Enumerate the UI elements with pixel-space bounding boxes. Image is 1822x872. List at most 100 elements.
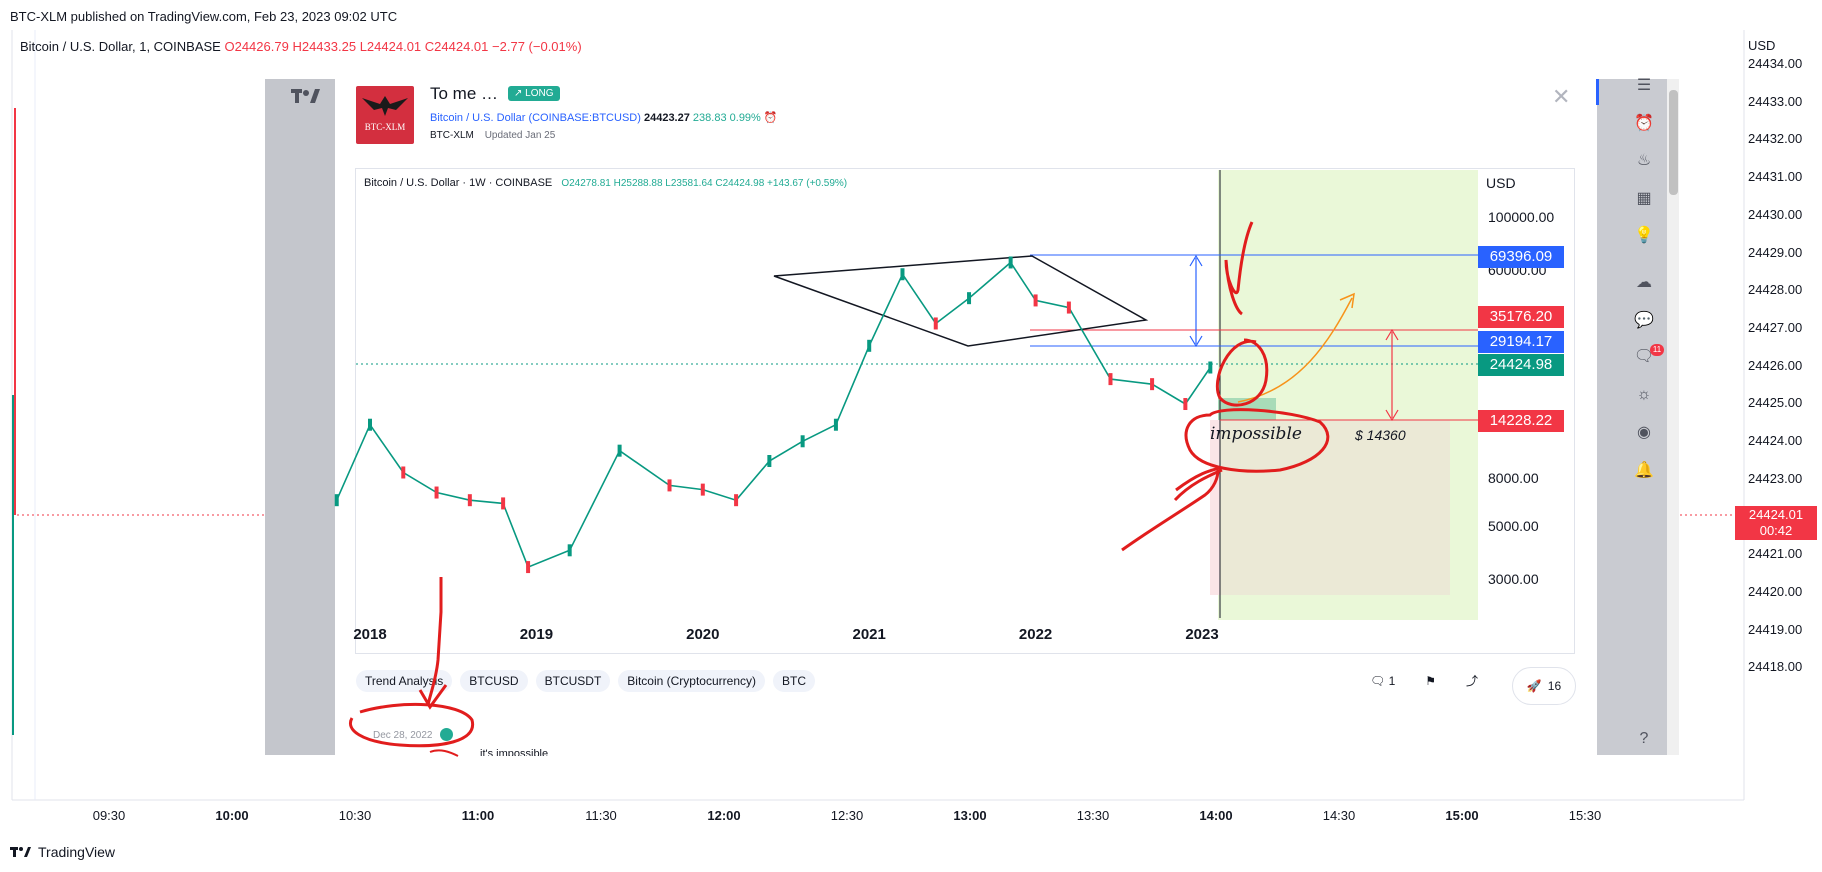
comment-icon: 🗨: [1370, 673, 1386, 688]
boost-button[interactable]: 🚀 16: [1512, 667, 1576, 705]
idea-tag[interactable]: BTCUSD: [460, 670, 528, 692]
outer-y-tick: 24424.00: [1748, 433, 1803, 448]
outer-y-tick: 24425.00: [1748, 395, 1803, 411]
outer-y-tick: 24423.00: [1748, 470, 1803, 486]
author-avatar[interactable]: BTC-XLM: [356, 86, 414, 144]
annotation-impossible: impossible: [1210, 424, 1302, 444]
scroll-thumb[interactable]: [1669, 90, 1678, 195]
notifications-icon[interactable]: 🗨: [1633, 348, 1655, 365]
price-candle: [1066, 301, 1071, 314]
share-icon[interactable]: ⤴: [1466, 674, 1479, 688]
notification-badge: 11: [1650, 344, 1664, 356]
idea-change: 238.83: [692, 112, 727, 124]
bell-icon[interactable]: 🔔: [1634, 462, 1654, 479]
help-icon[interactable]: ?: [1639, 730, 1649, 747]
idea-icon[interactable]: 💡: [1634, 227, 1654, 244]
comments-count: 1: [1388, 673, 1396, 688]
outer-x-tick: 14:30: [1322, 808, 1356, 823]
idea-title: To me …: [430, 84, 499, 103]
calendar-icon[interactable]: ▦: [1636, 190, 1652, 207]
scrollbar[interactable]: [1667, 79, 1679, 755]
alarm-clock-icon[interactable]: ⏰: [763, 112, 778, 124]
price-label: 14228.22: [1478, 410, 1564, 432]
legend-symbol[interactable]: Bitcoin / U.S. Dollar, 1, COINBASE: [20, 39, 221, 54]
inner-y-tick: 8000.00: [1488, 469, 1539, 486]
last-price-label: 24424.01 00:42: [1735, 506, 1817, 540]
cloud-icon[interactable]: ☁: [1636, 274, 1652, 291]
inner-y-tick: 3000.00: [1488, 571, 1539, 587]
idea-exchange[interactable]: (COINBASE:BTCUSD): [528, 112, 641, 124]
published-line: BTC-XLM published on TradingView.com, Fe…: [10, 9, 398, 24]
price-candle: [767, 455, 772, 468]
inner-y-tick: 5000.00: [1488, 518, 1539, 535]
outer-y-tick: 24420.00: [1748, 583, 1803, 599]
outer-x-tick: 10:30: [338, 808, 372, 823]
avatar-text: BTC-XLM: [364, 122, 406, 132]
price-label: 69396.09: [1478, 246, 1564, 268]
price-candle: [800, 435, 805, 448]
price-candle: [1150, 378, 1155, 391]
inner-x-tick: 2022: [1018, 626, 1053, 643]
right-toolbar: [1597, 79, 1677, 755]
price-candle: [526, 561, 531, 574]
price-candle: [1108, 373, 1113, 386]
outer-y-tick: 24426.00: [1748, 357, 1803, 373]
price-label: 24424.98: [1478, 354, 1564, 376]
idea-symbol[interactable]: Bitcoin / U.S. Dollar: [430, 112, 526, 124]
tradingview-footer[interactable]: TradingView: [10, 844, 115, 860]
stop-zone: [1210, 420, 1220, 595]
close-icon[interactable]: ✕: [1552, 84, 1571, 109]
inner-x-tick: 2019: [519, 626, 554, 643]
outer-x-tick: 11:00: [461, 808, 495, 823]
red-arrowheads: [1385, 328, 1399, 422]
alarm-icon[interactable]: ⏰: [1634, 115, 1654, 132]
price-series-line: [335, 261, 1211, 569]
tradingview-logo-icon[interactable]: [291, 87, 321, 105]
long-badge: ↗ LONG: [508, 86, 560, 101]
idea-tag[interactable]: BTCUSDT: [535, 670, 611, 692]
price-candle: [1208, 361, 1213, 374]
legend-change: −2.77 (−0.01%): [492, 39, 582, 54]
chat-icon[interactable]: 💬: [1634, 312, 1654, 329]
overlay-left-panel: [265, 79, 335, 755]
price-candle: [700, 483, 705, 496]
idea-tag[interactable]: Trend Analysis: [356, 670, 453, 692]
flag-icon[interactable]: ⚑: [1425, 673, 1437, 688]
legend-close: C24424.01: [424, 39, 489, 54]
idea-tags: Trend Analysis BTCUSD BTCUSDT Bitcoin (Cryp…: [356, 670, 815, 692]
idea-actions: 🗨 1 ⚑ ⤴: [1370, 672, 1478, 689]
price-candle: [434, 486, 439, 499]
outer-legend: Bitcoin / U.S. Dollar, 1, COINBASE O2442…: [20, 39, 582, 54]
comment-avatar[interactable]: [440, 728, 453, 741]
outer-x-tick: 13:00: [953, 808, 987, 823]
legend-low: L24424.01: [359, 39, 422, 54]
price-label: 29194.17: [1478, 331, 1564, 353]
outer-y-tick: 24433.00: [1748, 93, 1803, 109]
list-icon[interactable]: ☰: [1636, 77, 1652, 94]
inner-x-tick: 2020: [686, 626, 720, 643]
tradingview-logo-icon: [10, 847, 31, 857]
inner-x-tick: 2023: [1185, 626, 1219, 643]
fire-icon[interactable]: ♨: [1636, 152, 1652, 169]
outer-y-tick: 24434.00: [1748, 56, 1803, 71]
price-candle: [334, 494, 339, 507]
idea-tag[interactable]: Bitcoin (Cryptocurrency): [618, 670, 765, 692]
idea-tag[interactable]: BTC: [772, 670, 815, 692]
stream-icon[interactable]: ◉: [1637, 424, 1651, 441]
outer-y-tick: 24432.00: [1748, 131, 1803, 147]
comment-date: Dec 28, 2022: [373, 730, 433, 741]
outer-currency: USD: [1748, 38, 1776, 53]
bulb-icon[interactable]: ☼: [1636, 386, 1652, 403]
inner-currency: USD: [1486, 175, 1516, 191]
comments-button[interactable]: 🗨 1: [1370, 674, 1395, 688]
tradingview-brand: TradingView: [38, 844, 116, 860]
outer-y-tick: 24421.00: [1748, 546, 1803, 562]
outer-x-tick: 14:00: [1199, 808, 1233, 823]
idea-symbol-line: Bitcoin / U.S. Dollar (COINBASE:BTCUSD) …: [430, 111, 778, 124]
price-candle: [501, 497, 506, 510]
price-candle: [833, 418, 838, 431]
idea-author[interactable]: BTC-XLM: [430, 130, 474, 141]
outer-y-tick: 24427.00: [1748, 319, 1803, 335]
price-candle: [1008, 256, 1013, 269]
